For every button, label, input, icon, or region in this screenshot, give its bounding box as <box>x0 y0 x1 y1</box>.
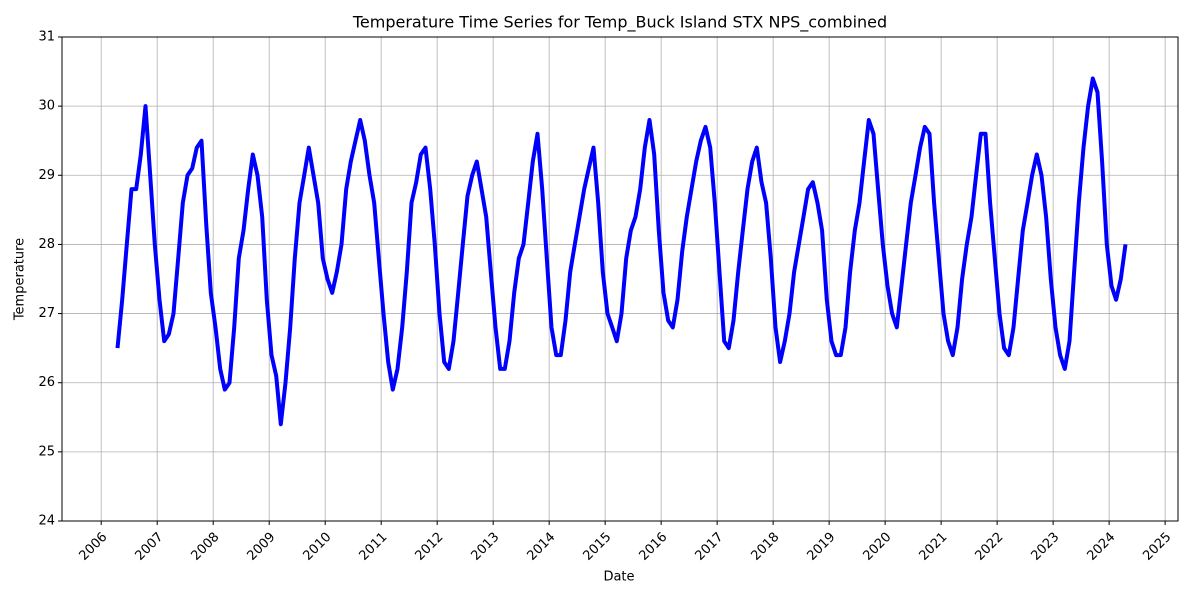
x-tick-label: 2012 <box>412 530 446 564</box>
y-tick-label: 29 <box>38 168 55 183</box>
x-tick-label: 2007 <box>132 530 166 564</box>
x-tick-label: 2010 <box>300 530 334 564</box>
y-tick-label: 28 <box>38 237 55 252</box>
y-tick-label: 26 <box>38 375 55 390</box>
y-tick-label: 30 <box>38 99 55 114</box>
x-tick-label: 2022 <box>972 530 1006 564</box>
y-tick-label: 24 <box>38 514 55 529</box>
x-tick-label: 2018 <box>748 530 782 564</box>
x-tick-label: 2009 <box>244 530 278 564</box>
x-tick-label: 2008 <box>188 530 222 564</box>
y-tick-label: 31 <box>38 30 55 45</box>
x-tick-label: 2021 <box>916 530 950 564</box>
x-tick-label: 2025 <box>1140 530 1174 564</box>
chart-title: Temperature Time Series for Temp_Buck Is… <box>352 13 887 33</box>
y-tick-label: 27 <box>38 306 55 321</box>
y-tick-label: 25 <box>38 444 55 459</box>
x-tick-label: 2019 <box>804 530 838 564</box>
x-tick-label: 2006 <box>76 530 110 564</box>
x-tick-label: 2024 <box>1084 530 1118 564</box>
data-line <box>115 76 1128 427</box>
x-tick-label: 2020 <box>860 530 894 564</box>
y-axis-label: Temperature <box>13 238 28 321</box>
x-tick-label: 2015 <box>580 530 614 564</box>
plot-frame <box>61 36 1179 522</box>
x-tick-label: 2016 <box>636 530 670 564</box>
x-tick-label: 2017 <box>692 530 726 564</box>
x-tick-label: 2014 <box>524 530 558 564</box>
x-tick-label: 2023 <box>1028 530 1062 564</box>
x-tick-label: 2013 <box>468 530 502 564</box>
x-axis-label: Date <box>603 570 634 585</box>
x-tick-label: 2011 <box>356 530 390 564</box>
